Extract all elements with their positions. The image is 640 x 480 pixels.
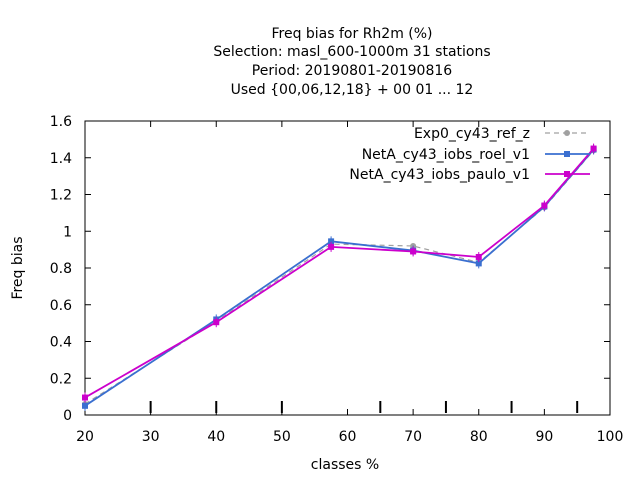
series-2 xyxy=(82,144,597,411)
series-3 xyxy=(82,143,597,403)
legend-entry-label: Exp0_cy43_ref_z xyxy=(414,126,530,142)
series-1 xyxy=(82,147,597,407)
y-axis-label: Freq bias xyxy=(10,236,26,299)
legend: Exp0_cy43_ref_z NetA_cy43_iobs_roel_v1 Net… xyxy=(349,126,590,183)
legend-entry-label: NetA_cy43_iobs_roel_v1 xyxy=(362,147,530,163)
y-tick-label: 0.4 xyxy=(50,335,72,351)
title-line: Selection: masl_600-1000m 31 stations xyxy=(213,44,490,60)
title-line: Freq bias for Rh2m (%) xyxy=(271,26,432,42)
title-line: Period: 20190801-20190816 xyxy=(252,63,452,79)
series-line xyxy=(84,147,595,399)
series-layer xyxy=(82,143,597,411)
legend-swatch-marker xyxy=(564,151,570,157)
y-tick-label: 1.4 xyxy=(50,151,72,167)
y-tick-label: 1.2 xyxy=(50,188,72,204)
y-tick-label: 1.6 xyxy=(50,114,72,130)
x-tick-label: 60 xyxy=(339,429,357,445)
y-tick-label: 0 xyxy=(63,408,72,424)
y-axis: 0 0.2 0.4 0.6 0.8 1 1.2 1.4 1.6 xyxy=(50,114,610,424)
y-tick-label: 1 xyxy=(63,224,72,240)
x-tick-label: 70 xyxy=(404,429,422,445)
legend-swatch-marker xyxy=(564,130,570,136)
x-axis-label: classes % xyxy=(311,457,379,473)
y-tick-label: 0.2 xyxy=(50,371,72,387)
legend-entry-label: NetA_cy43_iobs_paulo_v1 xyxy=(349,167,530,183)
x-tick-label: 80 xyxy=(470,429,488,445)
x-tick-label: 40 xyxy=(207,429,225,445)
x-tick-label: 50 xyxy=(273,429,291,445)
y-tick-label: 0.6 xyxy=(50,298,72,314)
y-tick-label: 0.8 xyxy=(50,261,72,277)
x-tick-label: 20 xyxy=(76,429,94,445)
series-line xyxy=(84,148,595,407)
x-tick-label: 30 xyxy=(142,429,160,445)
legend-swatch-marker xyxy=(564,171,570,177)
x-tick-label: 90 xyxy=(535,429,553,445)
series-line xyxy=(84,150,595,405)
x-tick-label: 100 xyxy=(597,429,624,445)
plot-area-frame xyxy=(84,120,611,416)
x-axis: 20 30 40 50 60 70 80 90 100 xyxy=(76,121,623,445)
title-line: Used {00,06,12,18} + 00 01 ... 12 xyxy=(231,82,474,98)
chart-title: Freq bias for Rh2m (%) Selection: masl_6… xyxy=(213,26,490,98)
